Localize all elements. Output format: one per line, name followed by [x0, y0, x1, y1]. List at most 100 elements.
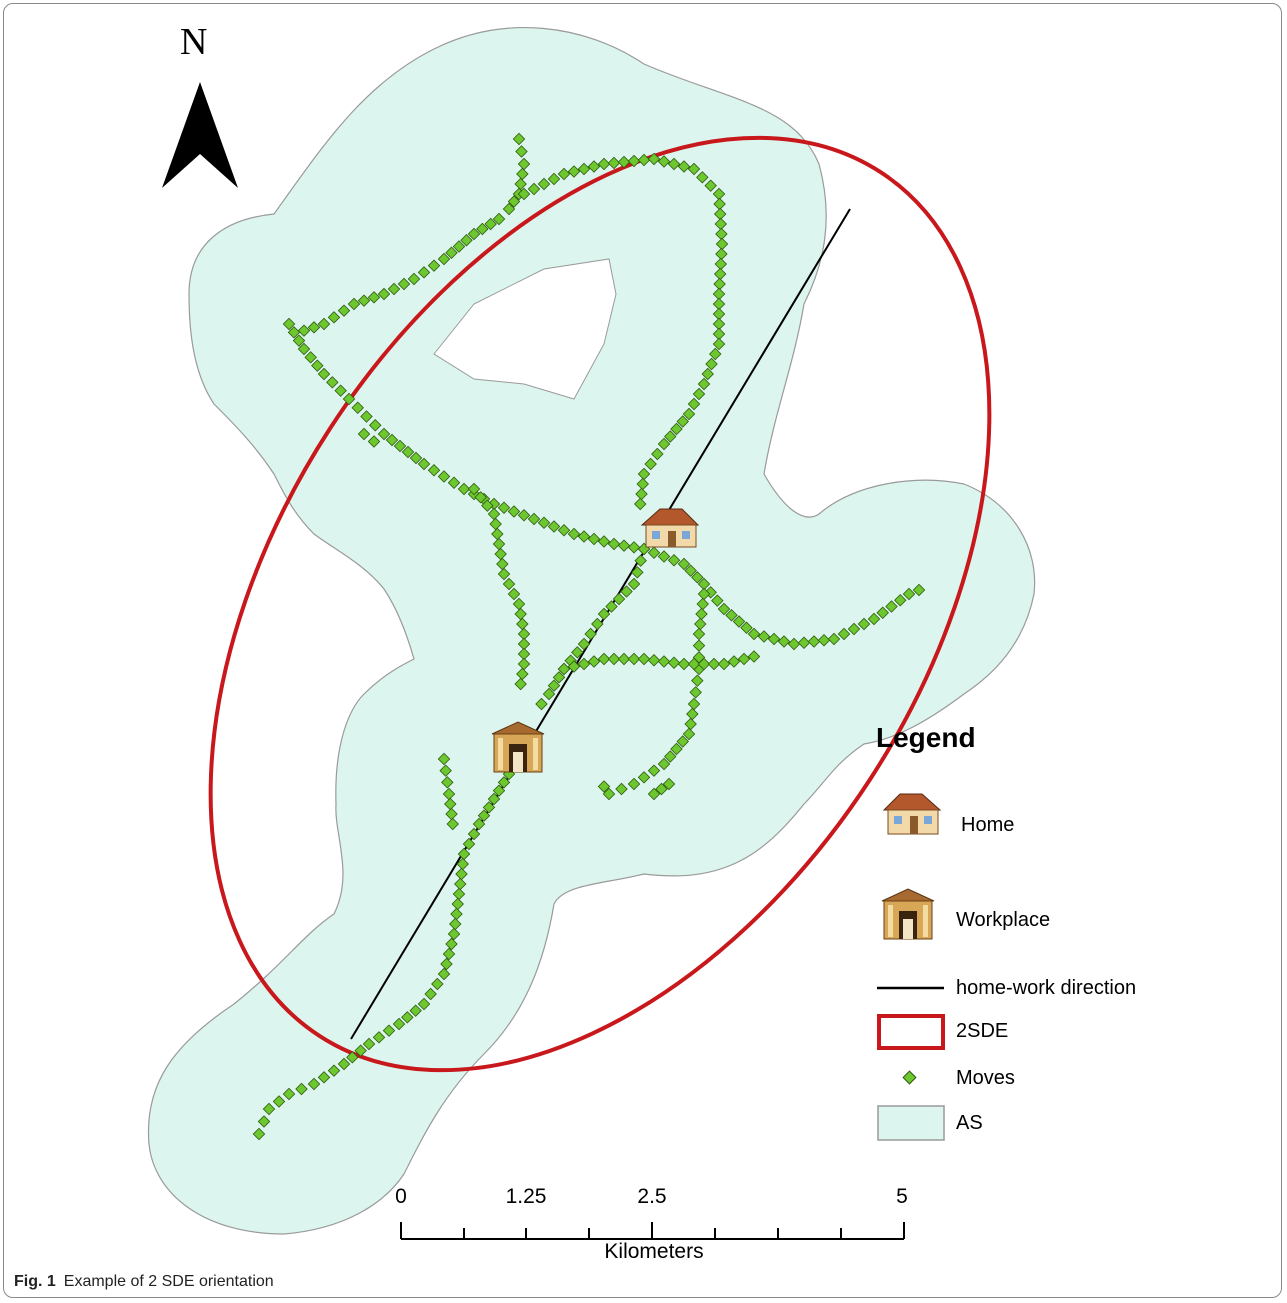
move-point: [409, 451, 423, 465]
move-point: [697, 377, 711, 391]
move-point: [527, 182, 541, 196]
move-point: [442, 787, 456, 801]
caption-label: Fig. 1: [14, 1273, 56, 1290]
move-point: [701, 367, 714, 381]
move-point: [777, 635, 791, 648]
move-point: [392, 1017, 406, 1031]
move-point: [637, 153, 651, 167]
move-point: [692, 627, 706, 641]
move-point: [460, 234, 473, 247]
move-point: [627, 777, 641, 791]
legend-label-home: Home: [961, 814, 1015, 836]
move-point: [467, 482, 481, 496]
move-point: [512, 132, 526, 146]
north-arrow-icon: [162, 82, 238, 188]
move-point: [631, 566, 644, 579]
move-point: [456, 857, 469, 871]
legend-label-workplace: Workplace: [956, 909, 1051, 931]
move-point: [847, 622, 861, 636]
move-point: [617, 155, 631, 169]
move-point: [717, 602, 731, 616]
move-point: [417, 997, 431, 1011]
move-point: [547, 172, 561, 186]
move-point: [634, 554, 647, 567]
move-point: [372, 1031, 386, 1044]
move-point: [440, 957, 453, 971]
move-point: [457, 482, 471, 496]
move-point: [636, 477, 649, 491]
move-point: [297, 324, 311, 337]
move-point: [494, 547, 507, 561]
move-point: [670, 422, 683, 436]
scale-bar: [400, 1222, 905, 1240]
move-point: [567, 660, 581, 673]
move-point: [705, 357, 718, 371]
move-point: [445, 807, 458, 821]
move-point: [715, 247, 728, 261]
move-point: [257, 1115, 271, 1128]
scale-tick-1: 1.25: [505, 1185, 547, 1208]
caption-text: Example of 2 SDE orientation: [63, 1273, 274, 1290]
move-point: [713, 197, 726, 211]
move-point: [876, 606, 889, 619]
move-point: [431, 977, 444, 991]
move-point: [687, 697, 701, 711]
move-point: [367, 435, 381, 448]
move-point: [627, 652, 641, 666]
move-point: [612, 592, 626, 606]
move-point: [517, 637, 531, 651]
move-point: [714, 217, 728, 231]
move-point: [657, 655, 671, 668]
move-point: [502, 577, 516, 591]
move-point: [441, 776, 454, 789]
move-point: [497, 501, 511, 514]
move-point: [597, 607, 611, 621]
move-point: [326, 376, 339, 389]
move-point: [451, 897, 464, 911]
move-point: [737, 652, 751, 666]
move-point: [667, 656, 681, 669]
move-point: [692, 387, 706, 401]
move-point: [437, 967, 451, 981]
move-point: [516, 167, 529, 181]
move-point: [607, 537, 621, 551]
move-point: [367, 291, 381, 304]
move-point: [787, 637, 801, 651]
move-point: [557, 167, 571, 181]
move-point: [615, 782, 628, 796]
move-point: [715, 227, 728, 241]
move-point: [902, 587, 916, 601]
move-point: [695, 607, 708, 621]
move-point: [482, 801, 496, 814]
move-point: [369, 419, 382, 432]
move-point: [725, 609, 738, 622]
move-point: [712, 327, 726, 341]
move-point: [651, 447, 664, 461]
move-point: [644, 457, 657, 471]
move-point: [757, 630, 771, 643]
move-point: [446, 817, 459, 831]
move-point: [689, 686, 702, 699]
move-point: [507, 587, 521, 601]
move-point: [393, 439, 407, 453]
move-point: [713, 267, 727, 281]
move-point: [282, 1087, 296, 1101]
move-point: [297, 342, 311, 356]
move-point: [682, 407, 696, 421]
move-point: [657, 155, 671, 168]
move-point: [467, 827, 481, 841]
move-point: [605, 600, 618, 613]
move-point: [620, 585, 633, 598]
move-point: [307, 1077, 321, 1091]
activity-space-hole: [433, 258, 617, 400]
move-point: [627, 577, 641, 591]
move-point: [295, 1082, 308, 1096]
move-point: [647, 787, 661, 801]
move-point: [442, 947, 456, 961]
move-point: [577, 657, 591, 671]
move-point: [342, 392, 356, 406]
move-point: [684, 717, 697, 731]
move-point: [387, 282, 401, 296]
move-point: [445, 246, 458, 259]
move-point: [712, 297, 726, 311]
